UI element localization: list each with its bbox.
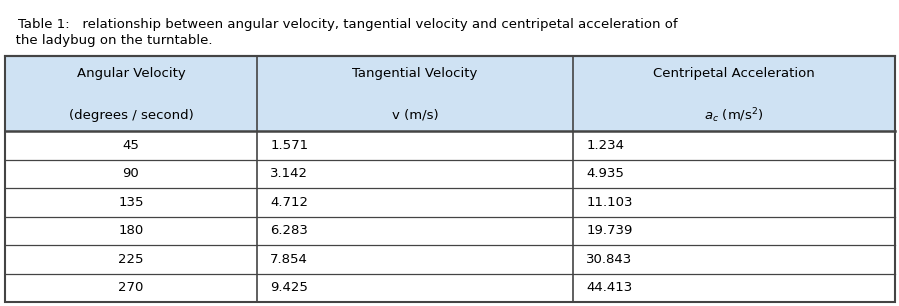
Text: 45: 45 — [122, 139, 139, 152]
Text: 1.234: 1.234 — [586, 139, 624, 152]
Text: 44.413: 44.413 — [586, 281, 633, 294]
Text: 19.739: 19.739 — [586, 224, 633, 237]
Text: 11.103: 11.103 — [586, 196, 633, 209]
Text: $a_c\ \mathrm{(m/s^2)}$: $a_c\ \mathrm{(m/s^2)}$ — [704, 106, 764, 125]
Text: Centripetal Acceleration: Centripetal Acceleration — [653, 67, 814, 80]
Text: 270: 270 — [119, 281, 144, 294]
Text: 3.142: 3.142 — [271, 167, 308, 180]
Text: 6.283: 6.283 — [271, 224, 308, 237]
Text: 1.571: 1.571 — [271, 139, 308, 152]
Text: Tangential Velocity: Tangential Velocity — [352, 67, 477, 80]
Text: the ladybug on the turntable.: the ladybug on the turntable. — [13, 34, 212, 47]
Text: 135: 135 — [118, 196, 144, 209]
Text: Angular Velocity: Angular Velocity — [76, 67, 185, 80]
Text: 90: 90 — [122, 167, 139, 180]
Text: 9.425: 9.425 — [271, 281, 308, 294]
Text: v (m/s): v (m/s) — [392, 109, 438, 122]
Text: Table 1:   relationship between angular velocity, tangential velocity and centri: Table 1: relationship between angular ve… — [18, 18, 678, 31]
Text: 180: 180 — [119, 224, 144, 237]
Text: 225: 225 — [118, 253, 144, 266]
Text: 4.712: 4.712 — [271, 196, 308, 209]
Text: 4.935: 4.935 — [586, 167, 624, 180]
Text: 7.854: 7.854 — [271, 253, 308, 266]
Text: 30.843: 30.843 — [586, 253, 633, 266]
Text: (degrees / second): (degrees / second) — [68, 109, 193, 122]
